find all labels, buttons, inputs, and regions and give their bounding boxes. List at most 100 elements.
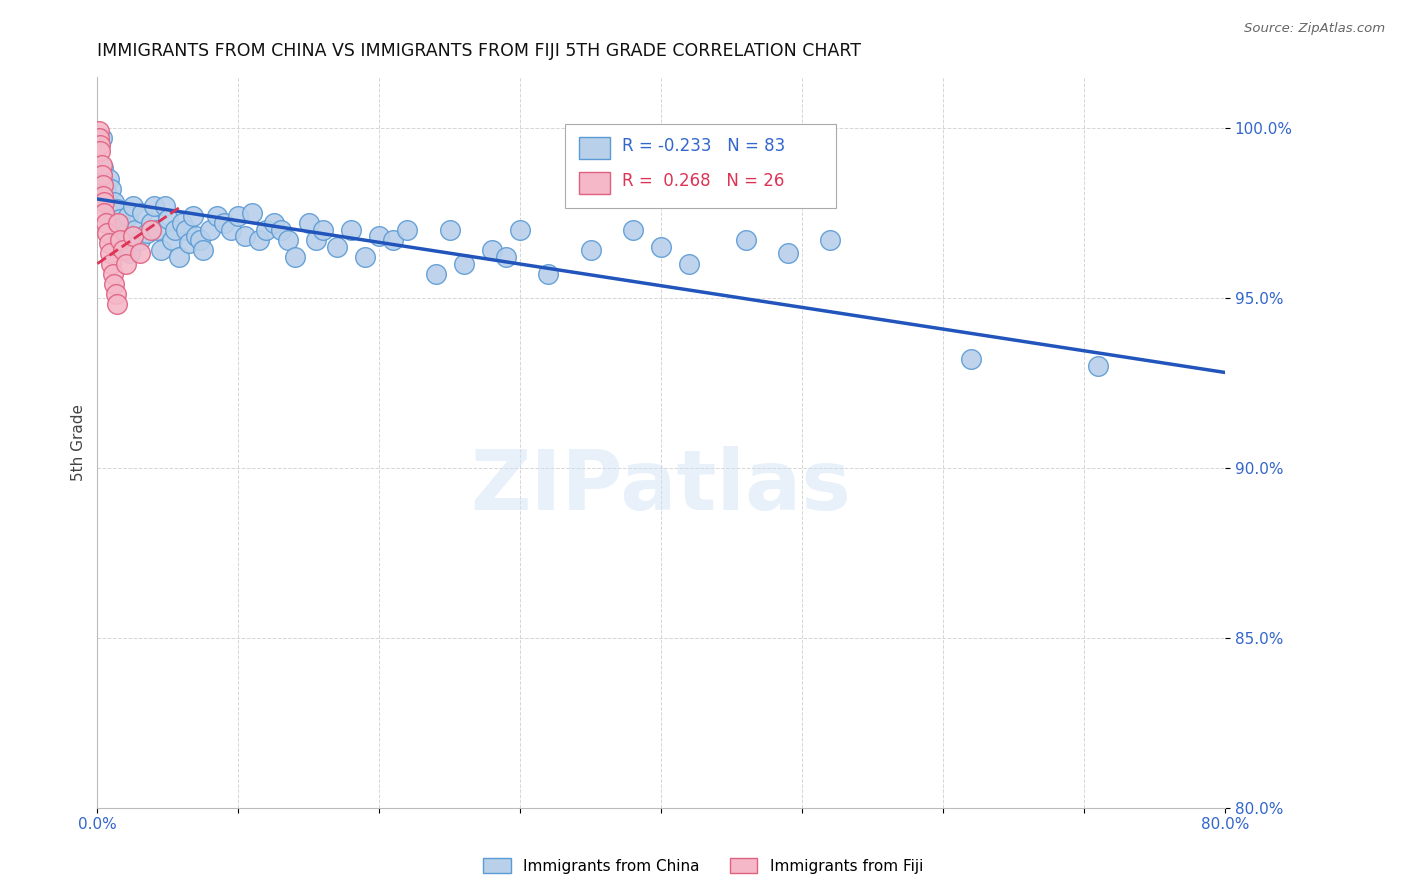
Point [117, 209, 139, 223]
Point [678, 257, 700, 271]
Point [233, 229, 256, 244]
Point [145, 222, 167, 236]
Point [184, 229, 207, 244]
Point [114, 257, 136, 271]
Point [156, 212, 179, 227]
Point [818, 233, 841, 247]
Point [96, 192, 118, 206]
Point [509, 222, 531, 236]
Point [91, 178, 114, 193]
Text: IMMIGRANTS FROM CHINA VS IMMIGRANTS FROM FIJI 5TH GRADE CORRELATION CHART: IMMIGRANTS FROM CHINA VS IMMIGRANTS FROM… [97, 42, 862, 60]
Point [89, 137, 111, 152]
Point [97, 236, 120, 251]
Point [90, 158, 112, 172]
Point [98, 246, 121, 260]
Point [104, 219, 127, 234]
Point [174, 222, 197, 236]
Point [104, 287, 127, 301]
Point [111, 243, 134, 257]
FancyBboxPatch shape [565, 124, 837, 208]
Point [453, 257, 475, 271]
Text: R =  0.268   N = 26: R = 0.268 N = 26 [621, 172, 785, 190]
Point [101, 267, 124, 281]
Point [537, 267, 560, 281]
Point [191, 243, 214, 257]
Point [91, 161, 114, 176]
Point [177, 236, 200, 251]
Bar [579, 137, 610, 159]
Point [142, 199, 165, 213]
Point [163, 222, 186, 236]
Point [263, 216, 285, 230]
Point [425, 267, 447, 281]
Point [167, 250, 190, 264]
Point [305, 233, 328, 247]
Point [93, 175, 115, 189]
Text: R = -0.233   N = 83: R = -0.233 N = 83 [621, 137, 785, 155]
Point [90, 168, 112, 182]
Point [495, 250, 517, 264]
Point [368, 229, 391, 244]
Point [212, 216, 235, 230]
Point [107, 216, 129, 230]
Point [298, 216, 321, 230]
Point [100, 182, 122, 196]
Point [326, 239, 349, 253]
Point [128, 233, 150, 247]
Point [112, 239, 135, 253]
Point [650, 239, 672, 253]
Point [103, 277, 125, 291]
Point [103, 205, 125, 219]
Point [94, 185, 117, 199]
Point [340, 222, 363, 236]
Point [101, 209, 124, 223]
Point [734, 233, 756, 247]
Point [114, 226, 136, 240]
Point [776, 246, 799, 260]
Point [354, 250, 377, 264]
Point [105, 202, 128, 217]
Point [96, 226, 118, 240]
Point [118, 246, 141, 260]
Point [93, 205, 115, 219]
Point [131, 205, 153, 219]
Point [91, 188, 114, 202]
Point [93, 195, 115, 210]
Point [121, 199, 143, 213]
Point [98, 199, 121, 213]
Point [205, 209, 228, 223]
Point [87, 130, 110, 145]
Point [170, 216, 193, 230]
Point [277, 233, 299, 247]
Point [149, 243, 172, 257]
Point [135, 226, 157, 240]
Point [94, 216, 117, 230]
Point [97, 171, 120, 186]
Point [198, 222, 221, 236]
Point [312, 222, 335, 236]
Point [108, 233, 131, 247]
Point [105, 297, 128, 311]
Text: Source: ZipAtlas.com: Source: ZipAtlas.com [1244, 22, 1385, 36]
Point [382, 233, 405, 247]
Point [90, 130, 112, 145]
Text: ZIPatlas: ZIPatlas [471, 445, 852, 526]
Point [103, 195, 125, 210]
Point [128, 246, 150, 260]
Point [960, 351, 983, 366]
Point [139, 222, 162, 236]
Point [219, 222, 242, 236]
Y-axis label: 5th Grade: 5th Grade [72, 404, 86, 481]
Point [160, 233, 183, 247]
Point [242, 205, 264, 219]
Point [139, 216, 162, 230]
Point [1087, 359, 1109, 373]
Point [107, 229, 129, 244]
Point [621, 222, 644, 236]
Point [124, 222, 146, 236]
Point [396, 222, 419, 236]
Point [256, 222, 278, 236]
Point [111, 219, 134, 234]
Point [121, 229, 143, 244]
Point [226, 209, 249, 223]
